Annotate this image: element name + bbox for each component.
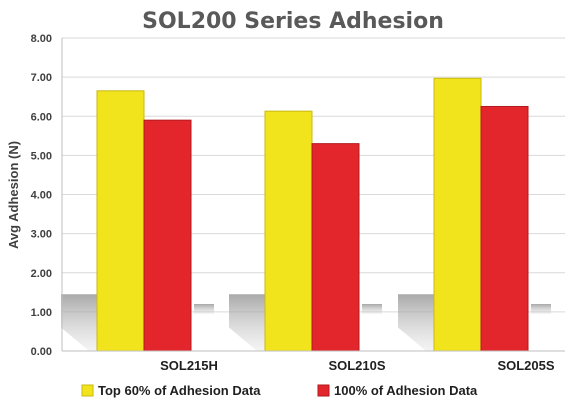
bars (96, 77, 529, 352)
y-tick-label: 7.00 (31, 72, 52, 84)
axes: 0.00 1.00 2.00 3.00 4.00 5.00 6.00 7.00 8.00 SOL2… (31, 33, 565, 373)
x-tick-label: SOL210S (328, 358, 385, 373)
bar-all-sol205s (480, 105, 529, 352)
legend-swatch (81, 384, 94, 397)
y-tick-label: 5.00 (31, 150, 52, 162)
bar-shadow (362, 304, 382, 314)
bar-shadow (398, 294, 436, 351)
bar-top60-sol210s (264, 110, 313, 352)
bar-shadow (531, 304, 551, 314)
y-tick-label: 2.00 (31, 268, 52, 280)
x-tick-label: SOL215H (160, 358, 218, 373)
legend-label: 100% of Adhesion Data (334, 383, 478, 398)
y-tick-label: 3.00 (31, 229, 52, 241)
bar-shadow (61, 294, 99, 351)
y-tick-label: 1.00 (31, 307, 52, 319)
bar-top60-sol215h (96, 90, 145, 352)
y-tick-label: 6.00 (31, 111, 52, 123)
bar-shadows (61, 294, 551, 351)
x-tick-label: SOL205S (497, 358, 554, 373)
legend-swatch (317, 384, 330, 397)
y-axis-label: Avg Adhesion (N) (6, 141, 21, 249)
bar-top60-sol205s (433, 77, 482, 352)
bar-shadow (229, 294, 267, 351)
y-tick-label: 8.00 (31, 33, 52, 45)
bar-shadow (194, 304, 214, 314)
legend-label: Top 60% of Adhesion Data (98, 383, 261, 398)
chart-title: SOL200 Series Adhesion (142, 9, 444, 34)
y-tick-label: 4.00 (31, 190, 52, 202)
legend: Top 60% of Adhesion Data 100% of Adhesion… (81, 383, 478, 398)
y-tick-label: 0.00 (31, 346, 52, 358)
bar-all-sol215h (143, 119, 192, 352)
bar-all-sol210s (311, 143, 360, 352)
